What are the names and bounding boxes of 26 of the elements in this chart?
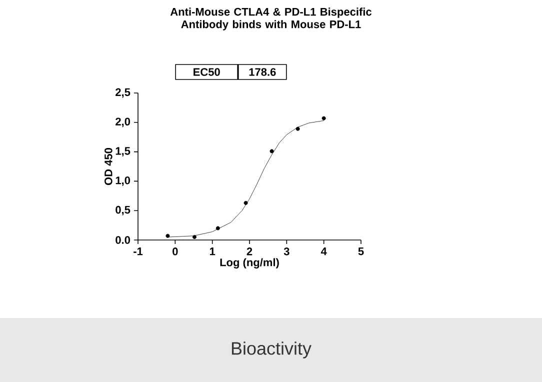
y-tick-label: 2,0 xyxy=(116,118,130,128)
y-tick-label: 0,5 xyxy=(116,206,130,216)
point xyxy=(166,234,170,238)
x-tick-label: 3 xyxy=(284,248,290,256)
point xyxy=(270,149,274,154)
point xyxy=(192,235,196,240)
point xyxy=(322,116,326,120)
x-tick-label: 5 xyxy=(358,248,364,256)
chart-title: Anti-Mouse CTLA4 & PD-L1 Bispecific Antibody binds with Mouse PD-L1 xyxy=(170,8,372,30)
x-tick-label: 1 xyxy=(210,248,216,256)
y-tick-label: 1,0 xyxy=(116,176,130,186)
point xyxy=(216,226,220,230)
point xyxy=(244,200,248,205)
x-tick-label: 0 xyxy=(172,248,178,256)
text: EC50 xyxy=(194,68,220,76)
x-tick-label: 4 xyxy=(320,248,327,256)
y-tick-label: 2,5 xyxy=(116,88,130,98)
point xyxy=(296,126,300,131)
x-tick-label: 2 xyxy=(246,248,252,256)
y-axis-title: OD 450 xyxy=(104,148,112,185)
text: Bioactivity xyxy=(232,342,312,358)
x-axis-title: Log (ng/ml) xyxy=(220,258,279,268)
text: 178.6 xyxy=(249,68,276,76)
y-tick-label: 0.0 xyxy=(116,236,130,244)
y-tick-label: 1,5 xyxy=(116,147,130,156)
x-tick-label: -1 xyxy=(134,248,143,256)
